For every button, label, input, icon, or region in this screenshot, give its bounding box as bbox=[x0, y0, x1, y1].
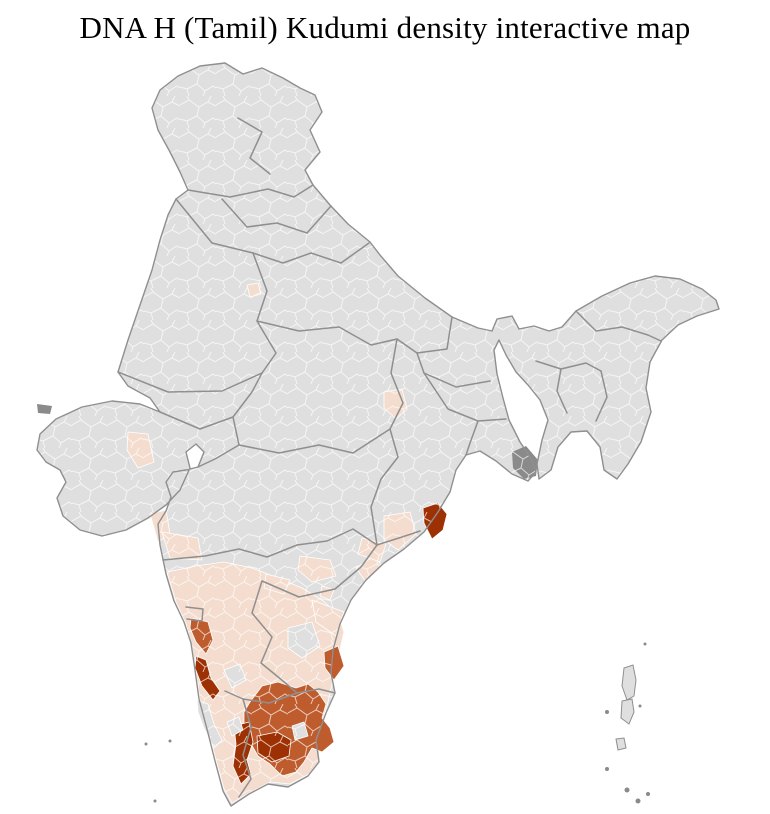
page-title: DNA H (Tamil) Kudumi density interactive… bbox=[79, 10, 691, 45]
state-borders bbox=[117, 117, 662, 798]
island-low-density bbox=[615, 737, 627, 751]
andaman-nicobar-islands[interactable] bbox=[605, 642, 650, 804]
kutch-west-tip-shade bbox=[37, 404, 52, 414]
lakshadweep-islands[interactable] bbox=[144, 739, 172, 803]
